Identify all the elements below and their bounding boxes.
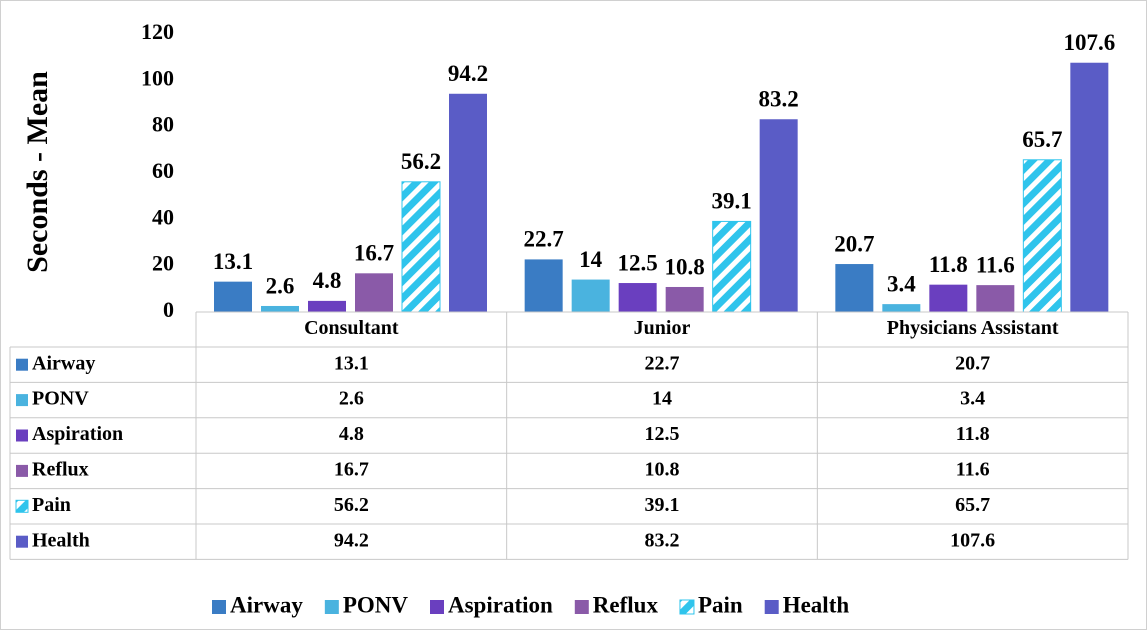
legend-key [574,600,589,614]
table-cell: 16.7 [334,458,369,480]
table-cell: 65.7 [955,494,990,516]
y-tick-label: 80 [152,112,174,137]
bar [261,305,299,312]
bar [665,286,704,312]
row-header: Airway [32,352,95,374]
column-header: Consultant [304,317,399,339]
table-cell: 14 [652,388,672,410]
bar [401,181,441,313]
legend-key [16,358,28,371]
legend-label: Airway [230,592,303,617]
y-tick-label: 120 [141,19,174,44]
bar [976,285,1015,312]
value-label: 56.2 [401,149,441,174]
column-header: Physicians Assistant [887,317,1059,339]
y-tick-label: 20 [152,251,174,276]
value-label: 22.7 [524,227,564,252]
value-label: 13.1 [213,249,253,274]
bar [571,279,610,312]
table-cell: 107.6 [950,529,995,551]
column-header: Junior [634,317,691,339]
table-cell: 11.6 [956,458,990,480]
table-cell: 22.7 [645,352,680,374]
bar [835,264,874,312]
legend-label: Reflux [593,592,659,617]
legend-key [430,600,444,614]
value-label: 83.2 [759,87,799,112]
legend-key [16,394,28,407]
table-cell: 10.8 [645,458,680,480]
row-header: Reflux [32,458,89,480]
table-cell: 39.1 [645,494,680,516]
legend-key [16,429,28,442]
table-cell: 56.2 [334,494,369,516]
table-cell: 11.8 [956,423,990,445]
row-header: Pain [32,494,71,516]
value-label: 14 [579,247,603,272]
bar [449,93,487,313]
bar [355,273,393,312]
value-label: 3.4 [887,271,916,296]
value-label: 11.6 [976,252,1015,277]
bar [759,119,798,313]
legend-label: Health [783,592,850,617]
row-header: PONV [32,388,89,410]
value-label: 4.8 [313,268,342,293]
legend-key [212,600,226,614]
value-label: 12.5 [618,250,658,275]
legend-label: Pain [698,592,743,617]
table-cell: 13.1 [334,352,369,374]
value-label: 65.7 [1022,127,1062,152]
bar [1022,159,1062,313]
table-cell: 3.4 [960,388,985,410]
legend-key [324,600,339,614]
value-label: 10.8 [665,254,705,279]
y-axis-title: Seconds - Mean [21,71,54,273]
value-label: 107.6 [1063,30,1115,55]
value-label: 11.8 [929,252,968,277]
value-label: 2.6 [266,273,295,298]
bar [618,283,657,312]
value-label: 20.7 [834,231,874,256]
legend-key [15,499,29,513]
bar [308,300,346,312]
bar [929,284,968,312]
bar [214,281,252,312]
row-header: Health [32,529,90,551]
row-header: Aspiration [32,423,123,445]
table-cell: 94.2 [334,529,369,551]
bar [712,220,752,313]
table-cell: 20.7 [955,352,990,374]
y-tick-label: 0 [163,297,174,322]
value-label: 39.1 [712,189,752,214]
legend-key [764,600,779,614]
y-tick-label: 40 [152,204,174,229]
bar [882,304,921,312]
legend-key [16,535,28,548]
legend-label: PONV [343,592,409,617]
table-cell: 4.8 [339,423,364,445]
table-cell: 12.5 [645,423,680,445]
y-tick-label: 100 [141,65,174,90]
table-cell: 83.2 [645,529,680,551]
legend-label: Aspiration [448,592,553,617]
bar [524,259,563,312]
value-label: 94.2 [448,61,488,86]
table-cell: 2.6 [339,388,364,410]
value-label: 16.7 [354,241,394,266]
legend-key [16,464,28,477]
bar [1070,62,1109,312]
y-tick-label: 60 [152,158,174,183]
legend-key [679,599,695,615]
